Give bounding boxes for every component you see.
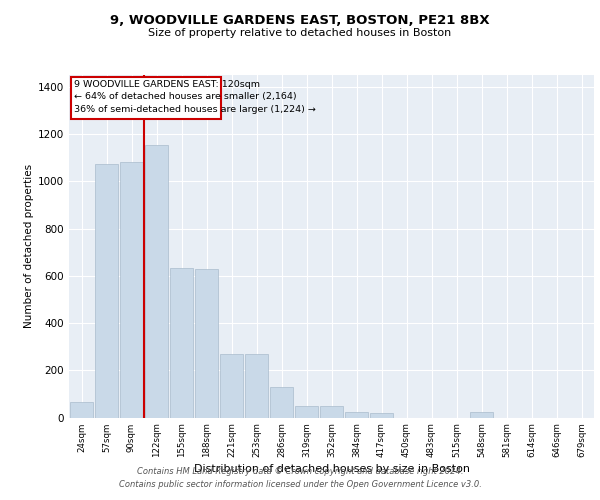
Y-axis label: Number of detached properties: Number of detached properties	[24, 164, 34, 328]
Text: 36% of semi-detached houses are larger (1,224) →: 36% of semi-detached houses are larger (…	[74, 105, 316, 114]
Bar	[245, 354, 268, 418]
Bar	[470, 412, 493, 418]
Bar	[95, 164, 118, 418]
Text: Size of property relative to detached houses in Boston: Size of property relative to detached ho…	[148, 28, 452, 38]
X-axis label: Distribution of detached houses by size in Boston: Distribution of detached houses by size …	[193, 464, 470, 474]
FancyBboxPatch shape	[71, 78, 221, 120]
Bar	[70, 402, 93, 417]
Bar	[120, 162, 143, 418]
Text: 9 WOODVILLE GARDENS EAST: 120sqm: 9 WOODVILLE GARDENS EAST: 120sqm	[74, 80, 260, 89]
Bar	[370, 413, 393, 418]
Bar	[220, 354, 243, 418]
Text: Contains HM Land Registry data © Crown copyright and database right 2024.: Contains HM Land Registry data © Crown c…	[137, 467, 463, 476]
Text: Contains public sector information licensed under the Open Government Licence v3: Contains public sector information licen…	[119, 480, 481, 489]
Bar	[195, 268, 218, 418]
Text: 9, WOODVILLE GARDENS EAST, BOSTON, PE21 8BX: 9, WOODVILLE GARDENS EAST, BOSTON, PE21 …	[110, 14, 490, 27]
Bar	[170, 268, 193, 418]
Text: ← 64% of detached houses are smaller (2,164): ← 64% of detached houses are smaller (2,…	[74, 92, 297, 102]
Bar	[145, 144, 168, 418]
Bar	[345, 412, 368, 418]
Bar	[295, 406, 318, 417]
Bar	[320, 406, 343, 417]
Bar	[270, 387, 293, 418]
